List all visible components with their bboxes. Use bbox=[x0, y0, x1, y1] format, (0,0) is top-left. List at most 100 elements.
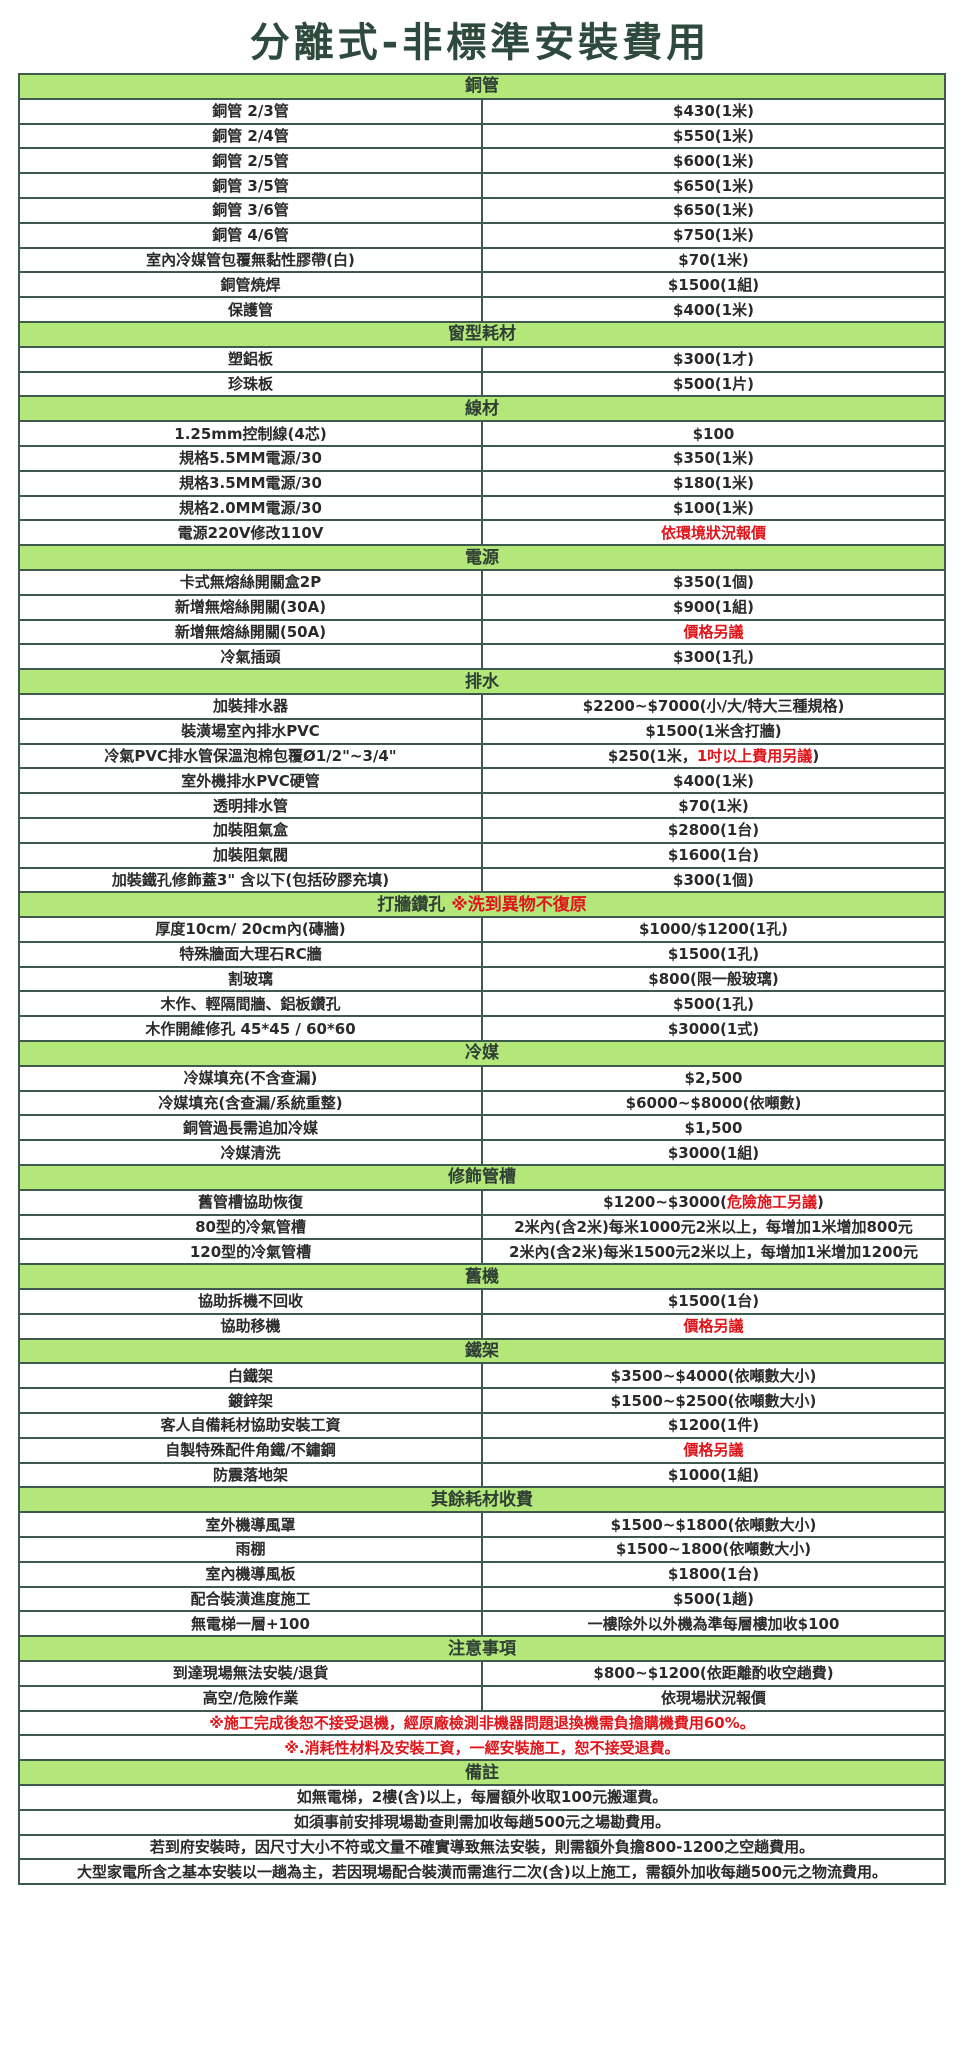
text-segment: 窗型耗材 bbox=[448, 324, 516, 345]
item-label: 室外機導風罩 bbox=[18, 1511, 483, 1539]
text-segment: $1000(1組) bbox=[667, 1466, 760, 1485]
table-row: 協助移機 價格另議 bbox=[18, 1312, 946, 1340]
text-segment: $1,500 bbox=[684, 1118, 743, 1137]
table-row: 客人自備耗材協助安裝工資 $1200(1件) bbox=[18, 1412, 946, 1439]
table-row: 規格5.5MM電源/30 $350(1米) bbox=[18, 444, 946, 472]
item-label: 白鐵架 bbox=[18, 1362, 483, 1390]
table-row: 特殊牆面大理石RC牆 $1500(1孔) bbox=[18, 940, 946, 968]
text-segment: $400(1米) bbox=[673, 300, 754, 319]
item-price: 價格另議 bbox=[481, 1436, 946, 1464]
table-row: 加裝阻氣盒 $2800(1台) bbox=[18, 816, 946, 844]
section-header: 其餘耗材收費 bbox=[18, 1486, 946, 1514]
section-header: 鐵架 bbox=[18, 1337, 946, 1365]
text-segment: $430(1米) bbox=[673, 102, 754, 121]
table-row: 自製特殊配件角鐵/不鏽鋼 價格另議 bbox=[18, 1436, 946, 1464]
item-price: $300(1孔) bbox=[481, 643, 946, 671]
table-row: 電源220V修改110V 依環境狀況報價 bbox=[18, 519, 946, 547]
table-row: 木作、輕隔間牆、鋁板鑽孔 $500(1孔) bbox=[18, 990, 946, 1018]
table-row: 新增無熔絲開關(50A) 價格另議 bbox=[18, 618, 946, 646]
highlight-text: 依環境狀況報價 bbox=[660, 523, 766, 542]
item-label: 珍珠板 bbox=[18, 370, 483, 398]
item-label: 銅管 2/5管 bbox=[18, 147, 483, 175]
item-label: 防震落地架 bbox=[18, 1461, 483, 1489]
item-price: 價格另議 bbox=[481, 618, 946, 646]
table-row: 無電梯一層+100 一樓除外以外機為準每層樓加收$100 bbox=[18, 1610, 946, 1638]
item-price: $650(1米) bbox=[481, 196, 946, 224]
highlight-text: 價格另議 bbox=[683, 1317, 744, 1336]
section-title: 線材 bbox=[18, 395, 946, 423]
text-segment: $100 bbox=[692, 424, 735, 443]
table-row: 冷媒填充(含查漏/系統重整) $6000~$8000(依噸數) bbox=[18, 1089, 946, 1117]
item-price: $3000(1式) bbox=[481, 1015, 946, 1043]
item-price: $800~$1200(依距離酌收空趟費) bbox=[481, 1660, 946, 1687]
item-label: 室內機導風板 bbox=[18, 1560, 483, 1588]
item-label: 加裝鐵孔修飾蓋3" 含以下(包括矽膠充填) bbox=[18, 866, 483, 894]
item-label: 木作開維修孔 45*45 / 60*60 bbox=[18, 1015, 483, 1043]
item-label: 無電梯一層+100 bbox=[18, 1610, 483, 1638]
section-header: 冷媒 bbox=[18, 1040, 946, 1067]
item-price: $500(1片) bbox=[481, 370, 946, 398]
item-label: 客人自備耗材協助安裝工資 bbox=[18, 1412, 483, 1439]
text-segment: $70(1米) bbox=[678, 250, 749, 269]
text-segment: 舊機 bbox=[465, 1266, 499, 1287]
table-row: 冷媒清洗 $3000(1組) bbox=[18, 1139, 946, 1167]
item-price: $500(1孔) bbox=[481, 990, 946, 1018]
note-cell: 如無電梯，2樓(含)以上，每層額外收取100元搬運費。 bbox=[18, 1783, 946, 1811]
item-price: $1500~$1800(依噸數大小) bbox=[481, 1511, 946, 1539]
highlight-text: ※洗到異物不復原 bbox=[451, 894, 587, 915]
section-title: 注意事項 bbox=[18, 1635, 946, 1662]
text-segment: $1500~$2500(依噸數大小) bbox=[610, 1391, 817, 1410]
item-label: 120型的冷氣管槽 bbox=[18, 1238, 483, 1266]
item-price: $6000~$8000(依噸數) bbox=[481, 1089, 946, 1117]
section-header: 注意事項 bbox=[18, 1635, 946, 1662]
section-header: 電源 bbox=[18, 544, 946, 571]
item-label: 塑鋁板 bbox=[18, 345, 483, 373]
item-price: $400(1米) bbox=[481, 767, 946, 795]
item-price: $1000(1組) bbox=[481, 1461, 946, 1489]
item-label: 銅管 2/3管 bbox=[18, 97, 483, 125]
table-row: 高空/危險作業 依現場狀況報價 bbox=[18, 1684, 946, 1712]
table-row: 若到府安裝時，因尺寸大小不符或文量不確實導致無法安裝，則需額外負擔800-120… bbox=[18, 1833, 946, 1861]
item-label: 木作、輕隔間牆、鋁板鑽孔 bbox=[18, 990, 483, 1018]
text-segment: 注意事項 bbox=[448, 1638, 516, 1659]
section-title: 打牆鑽孔 ※洗到異物不復原 bbox=[18, 891, 946, 919]
table-row: 加裝排水器 $2200~$7000(小/大/特大三種規格) bbox=[18, 692, 946, 720]
table-row: 冷氣PVC排水管保溫泡棉包覆Ø1/2"~3/4" $250(1米，1吋以上費用另議… bbox=[18, 742, 946, 770]
text-segment: 打牆鑽孔 bbox=[377, 894, 452, 915]
table-row: 銅管 2/3管 $430(1米) bbox=[18, 97, 946, 125]
highlight-text: 價格另議 bbox=[683, 622, 744, 641]
table-row: 木作開維修孔 45*45 / 60*60 $3000(1式) bbox=[18, 1015, 946, 1043]
table-row: 加裝阻氣閥 $1600(1台) bbox=[18, 841, 946, 869]
item-price: $1500~$2500(依噸數大小) bbox=[481, 1387, 946, 1415]
item-price: $600(1米) bbox=[481, 147, 946, 175]
text-segment: 銅管 bbox=[465, 76, 499, 97]
item-label: 特殊牆面大理石RC牆 bbox=[18, 940, 483, 968]
table-row: 配合裝潢進度施工 $500(1趟) bbox=[18, 1585, 946, 1613]
item-label: 銅管過長需追加冷媒 bbox=[18, 1114, 483, 1142]
text-segment: $350(1個) bbox=[673, 573, 754, 592]
item-label: 銅管 4/6管 bbox=[18, 221, 483, 249]
section-title: 窗型耗材 bbox=[18, 320, 946, 348]
item-price: $550(1米) bbox=[481, 122, 946, 150]
item-label: 協助拆機不回收 bbox=[18, 1288, 483, 1315]
item-price: 2米內(含2米)每米1500元2米以上，每增加1米增加1200元 bbox=[481, 1238, 946, 1266]
text-segment: $2200~$7000(小/大/特大三種規格) bbox=[582, 697, 845, 716]
table-row: 冷媒填充(不含查漏) $2,500 bbox=[18, 1064, 946, 1092]
item-price: $1500~1800(依噸數大小) bbox=[481, 1536, 946, 1563]
text-segment: 線材 bbox=[465, 398, 499, 419]
item-label: 室內冷媒管包覆無黏性膠帶(白) bbox=[18, 246, 483, 274]
text-segment: $250(1米， bbox=[607, 746, 697, 765]
table-row: 銅管過長需追加冷媒 $1,500 bbox=[18, 1114, 946, 1142]
item-price: $350(1個) bbox=[481, 568, 946, 596]
text-segment: $500(1孔) bbox=[673, 994, 754, 1013]
table-row: 規格3.5MM電源/30 $180(1米) bbox=[18, 469, 946, 497]
item-label: 到達現場無法安裝/退貨 bbox=[18, 1660, 483, 1687]
text-segment: $2,500 bbox=[684, 1069, 743, 1088]
item-label: 新增無熔絲開關(50A) bbox=[18, 618, 483, 646]
item-label: 割玻璃 bbox=[18, 965, 483, 993]
table-row: 舊管槽協助恢復 $1200~$3000(危險施工另議) bbox=[18, 1188, 946, 1216]
text-segment: $500(1片) bbox=[673, 374, 754, 393]
text-segment: $550(1米) bbox=[673, 126, 754, 145]
item-label: 冷媒填充(不含查漏) bbox=[18, 1064, 483, 1092]
item-label: 厚度10cm/ 20cm內(磚牆) bbox=[18, 916, 483, 943]
